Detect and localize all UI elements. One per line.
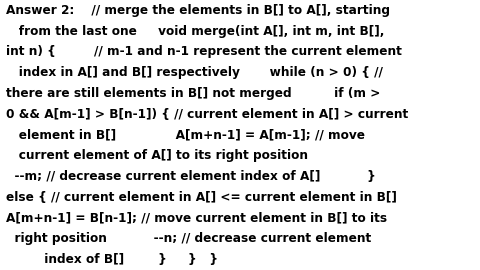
Text: else { // current element in A[] <= current element in B[]: else { // current element in A[] <= curr… (6, 191, 396, 204)
Text: from the last one     void merge(int A[], int m, int B[],: from the last one void merge(int A[], in… (6, 25, 384, 38)
Text: --m; // decrease current element index of A[]           }: --m; // decrease current element index o… (6, 170, 375, 183)
Text: index in A[] and B[] respectively       while (n > 0) { //: index in A[] and B[] respectively while … (6, 66, 383, 79)
Text: index of B[]        }     }   }: index of B[] } } } (6, 253, 218, 266)
Text: right position           --n; // decrease current element: right position --n; // decrease current … (6, 232, 371, 245)
Text: A[m+n-1] = B[n-1]; // move current element in B[] to its: A[m+n-1] = B[n-1]; // move current eleme… (6, 212, 387, 225)
Text: there are still elements in B[] not merged          if (m >: there are still elements in B[] not merg… (6, 87, 380, 100)
Text: Answer 2:    // merge the elements in B[] to A[], starting: Answer 2: // merge the elements in B[] t… (6, 4, 390, 17)
Text: element in B[]              A[m+n-1] = A[m-1]; // move: element in B[] A[m+n-1] = A[m-1]; // mov… (6, 129, 365, 141)
Text: int n) {         // m-1 and n-1 represent the current element: int n) { // m-1 and n-1 represent the cu… (6, 45, 402, 58)
Text: 0 && A[m-1] > B[n-1]) { // current element in A[] > current: 0 && A[m-1] > B[n-1]) { // current eleme… (6, 108, 408, 121)
Text: current element of A[] to its right position: current element of A[] to its right posi… (6, 149, 308, 162)
